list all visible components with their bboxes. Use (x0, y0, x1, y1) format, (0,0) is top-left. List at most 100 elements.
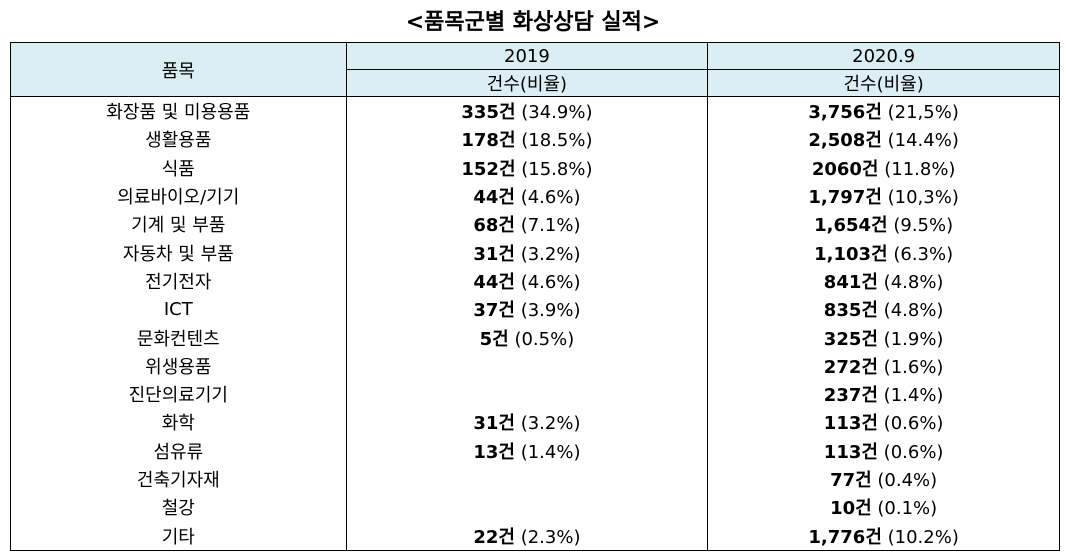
value-cell: 272건 (1.6%) (707, 351, 1060, 380)
value-cell: 2,508건 (14.4%) (707, 125, 1060, 154)
value-cell: 44건 (4.6%) (345, 266, 709, 296)
ratio: (1.6%) (883, 356, 944, 378)
count: 113건 (823, 413, 878, 435)
count: 1,797건 (808, 187, 882, 209)
item-cell: 의료바이오/기기 (10, 181, 347, 211)
ratio: (10,3%) (887, 187, 959, 209)
count: 152건 (461, 158, 516, 180)
value-cell (345, 493, 709, 522)
value-cell: 5건 (0.5%) (345, 323, 709, 352)
ratio: (4.6%) (520, 271, 581, 293)
ratio: (15.8%) (521, 158, 593, 180)
item-cell: 식품 (10, 153, 347, 182)
item-cell: 기계 및 부품 (10, 210, 347, 239)
count: 37건 (473, 300, 515, 322)
count: 10건 (830, 498, 872, 520)
header-cell: 품목 (10, 42, 347, 97)
item-cell: 전기전자 (10, 266, 347, 296)
value-cell: 178건 (18.5%) (345, 125, 709, 154)
count: 44건 (473, 271, 515, 293)
table-row: 위생용품 272건 (1.6%) (10, 351, 1060, 380)
count: 31건 (473, 243, 515, 265)
item-cell: 기타 (10, 521, 347, 551)
count: 22건 (473, 526, 515, 548)
table-row: 화학 31건 (3.2%) 113건 (0.6%) (10, 408, 1060, 437)
value-cell: 1,103건 (6.3%) (707, 238, 1060, 267)
ratio: (0.6%) (883, 413, 944, 435)
count: 1,776건 (808, 526, 882, 548)
ratio: (1.9%) (883, 328, 944, 350)
table-row: 철강 10건 (0.1%) (10, 493, 1060, 522)
item-cell: 위생용품 (10, 351, 347, 380)
table-row: 화장품 및 미용용품 335건 (34.9%) 3,756건 (21,5%) (10, 96, 1060, 126)
ratio: (9.5%) (893, 215, 954, 237)
item-cell: 철강 (10, 493, 347, 522)
item-cell: 문화컨텐츠 (10, 323, 347, 352)
value-cell (345, 379, 709, 409)
count: 841건 (823, 271, 878, 293)
count: 31건 (473, 413, 515, 435)
ratio: (2.3%) (520, 526, 581, 548)
count: 44건 (473, 187, 515, 209)
table-row: 섬유류 13건 (1.4%) 113건 (0.6%) (10, 436, 1060, 465)
count: 237건 (823, 385, 878, 407)
header-cell: 건수(비율) (707, 69, 1060, 97)
table-row: 진단의료기기 237건 (1.4%) (10, 379, 1060, 409)
count: 335건 (461, 102, 516, 124)
count: 5건 (479, 328, 509, 350)
ratio: (18.5%) (521, 130, 593, 152)
value-cell: 237건 (1.4%) (707, 379, 1060, 409)
table-row: 생활용품 178건 (18.5%) 2,508건 (14.4%) (10, 125, 1060, 154)
ratio: (0.4%) (877, 470, 938, 491)
count: 2060건 (811, 158, 879, 180)
value-cell (345, 351, 709, 380)
table-row: 의료바이오/기기 44건 (4.6%) 1,797건 (10,3%) (10, 181, 1060, 211)
value-cell: 325건 (1.9%) (707, 323, 1060, 352)
table-header: 품목 2019 2020.9 건수(비율) 건수(비율) (10, 42, 1060, 97)
count: 77건 (830, 470, 872, 491)
table-body: 화장품 및 미용용품 335건 (34.9%) 3,756건 (21,5%) 생활용품… (10, 96, 1060, 551)
count: 1,654건 (814, 215, 888, 237)
value-cell: 113건 (0.6%) (707, 408, 1060, 437)
count: 2,508건 (808, 130, 882, 152)
table-row: 문화컨텐츠 5건 (0.5%) 325건 (1.9%) (10, 323, 1060, 352)
header-cell: 건수(비율) (345, 69, 709, 97)
item-cell: 건축기자재 (10, 464, 347, 494)
value-cell: 1,797건 (10,3%) (707, 181, 1060, 211)
ratio: (21,5%) (887, 102, 959, 124)
table-row: 전기전자 44건 (4.6%) 841건 (4.8%) (10, 266, 1060, 296)
count: 3,756건 (808, 102, 882, 124)
count: 68건 (473, 215, 515, 237)
value-cell: 31건 (3.2%) (345, 408, 709, 437)
header-cell: 2019 (345, 42, 709, 70)
table-row: 기계 및 부품 68건 (7.1%) 1,654건 (9.5%) (10, 210, 1060, 239)
item-cell: ICT (10, 295, 347, 324)
item-cell: 섬유류 (10, 436, 347, 465)
value-cell: 2060건 (11.8%) (707, 153, 1060, 182)
value-cell: 13건 (1.4%) (345, 436, 709, 465)
ratio: (3.9%) (520, 300, 581, 322)
value-cell: 37건 (3.9%) (345, 295, 709, 324)
value-cell: 3,756건 (21,5%) (707, 96, 1060, 126)
value-cell: 77건 (0.4%) (707, 464, 1060, 494)
count: 1,103건 (814, 243, 888, 265)
value-cell: 22건 (2.3%) (345, 521, 709, 551)
ratio: (0.6%) (883, 441, 944, 463)
item-cell: 생활용품 (10, 125, 347, 154)
ratio: (34.9%) (521, 102, 593, 124)
ratio: (11.8%) (884, 158, 956, 180)
ratio: (14.4%) (887, 130, 959, 152)
ratio: (1.4%) (520, 441, 581, 463)
header-cell: 2020.9 (707, 42, 1060, 70)
count: 272건 (823, 356, 878, 378)
value-cell: 10건 (0.1%) (707, 493, 1060, 522)
table-row: 건축기자재 77건 (0.4%) (10, 464, 1060, 494)
value-cell: 152건 (15.8%) (345, 153, 709, 182)
table-row: ICT 37건 (3.9%) 835건 (4.8%) (10, 295, 1060, 324)
ratio: (3.2%) (520, 413, 581, 435)
ratio: (10.2%) (887, 526, 959, 548)
item-cell: 자동차 및 부품 (10, 238, 347, 267)
value-cell: 1,776건 (10.2%) (707, 521, 1060, 551)
ratio: (6.3%) (893, 243, 954, 265)
